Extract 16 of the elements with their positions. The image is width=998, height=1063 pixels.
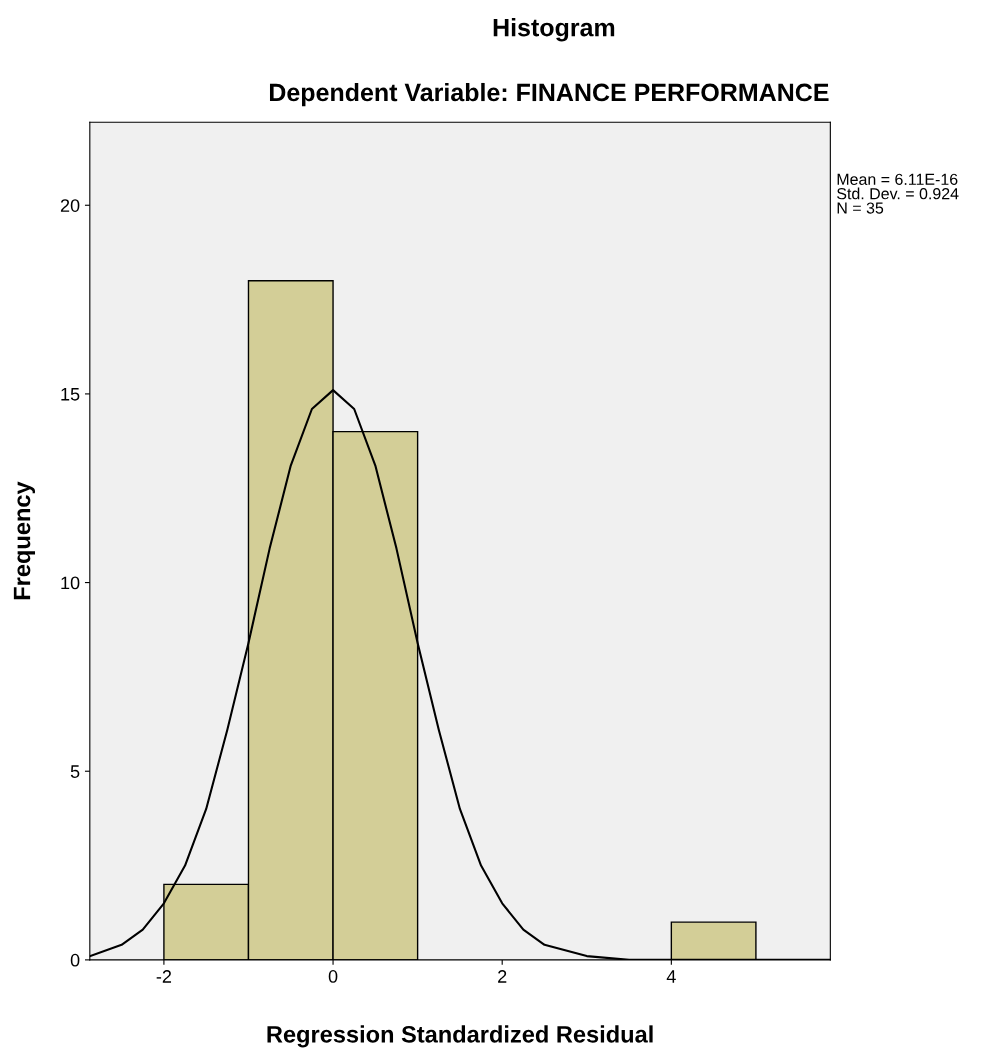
y-tick-label: 10: [61, 576, 80, 590]
text: Mean = 6.11E-16: [837, 173, 958, 185]
y-tick-label: 5: [70, 765, 80, 778]
y-tick-label: 20: [60, 199, 80, 212]
y-tick-label: 15: [61, 388, 80, 401]
x-tick-label: 0: [328, 970, 338, 983]
y-axis-title: Frequency: [13, 481, 36, 600]
x-tick-label: 2: [498, 970, 507, 983]
chart-title: Histogram: [493, 18, 615, 42]
text: Std. Dev. = 0.924: [837, 187, 959, 200]
text: N = 35: [837, 202, 884, 214]
x-tick-label: 4: [666, 970, 676, 983]
chart-subtitle: Dependent Variable: FINANCE PERFORMANCE: [269, 82, 829, 107]
x-axis-title: Regression Standardized Residual: [267, 1025, 653, 1048]
x-tick-label: -2: [156, 970, 172, 983]
y-tick-label: 0: [70, 953, 80, 967]
